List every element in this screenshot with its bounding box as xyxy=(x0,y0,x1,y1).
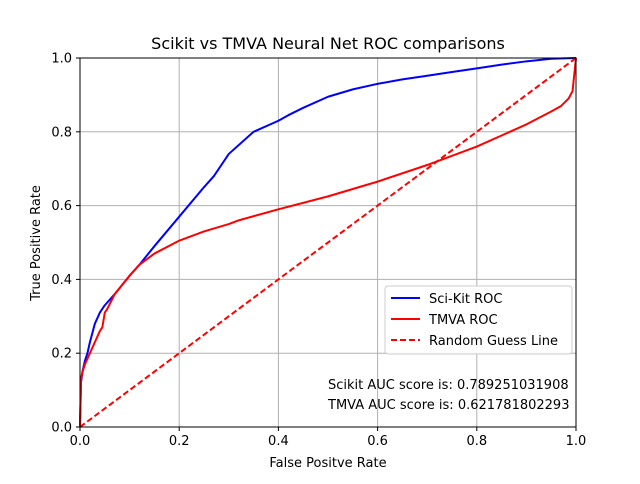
y-tick-label: 0.6 xyxy=(51,199,72,214)
plot-frame xyxy=(79,57,577,428)
chart-title: Scikit vs TMVA Neural Net ROC comparison… xyxy=(151,34,505,53)
x-tick-label: 0.0 xyxy=(70,434,91,449)
x-axis-label: False Positve Rate xyxy=(269,456,386,471)
y-tick-label: 0.8 xyxy=(51,125,72,140)
y-tick-label: 0.4 xyxy=(51,273,72,288)
scikit-auc-annotation: Scikit AUC score is: 0.789251031908 xyxy=(328,378,569,393)
x-tick-label: 0.8 xyxy=(466,434,487,449)
tick-layer: 0.0 0.2 0.4 0.6 0.8 1.0 0.0 0.2 0.4 0.6 0.8 1.0 xyxy=(51,52,586,450)
legend-label-random-guess-line: Random Guess Line xyxy=(429,334,558,349)
x-tick-label: 0.6 xyxy=(367,434,388,449)
tmva-auc-annotation: TMVA AUC score is: 0.621781802293 xyxy=(327,398,569,413)
y-axis-label: True Positive Rate xyxy=(29,185,44,302)
series-line-random-guess-line xyxy=(79,57,577,428)
x-tick-label: 0.4 xyxy=(268,434,289,449)
legend: Sci-Kit ROC TMVA ROC Random Guess Line xyxy=(384,285,573,355)
y-tick-label: 0.2 xyxy=(51,347,72,362)
y-tick-label: 0.0 xyxy=(51,421,72,436)
series-line-tmva-roc xyxy=(79,57,577,428)
series-line-sci-kit-roc xyxy=(79,57,577,428)
legend-box xyxy=(384,285,573,355)
x-tick-label: 1.0 xyxy=(566,434,587,449)
legend-label-tmva-roc: TMVA ROC xyxy=(428,313,498,328)
y-tick-label: 1.0 xyxy=(51,52,72,67)
series-layer xyxy=(79,57,577,428)
legend-label-scikit-roc: Sci-Kit ROC xyxy=(429,292,502,307)
x-tick-label: 0.2 xyxy=(169,434,190,449)
